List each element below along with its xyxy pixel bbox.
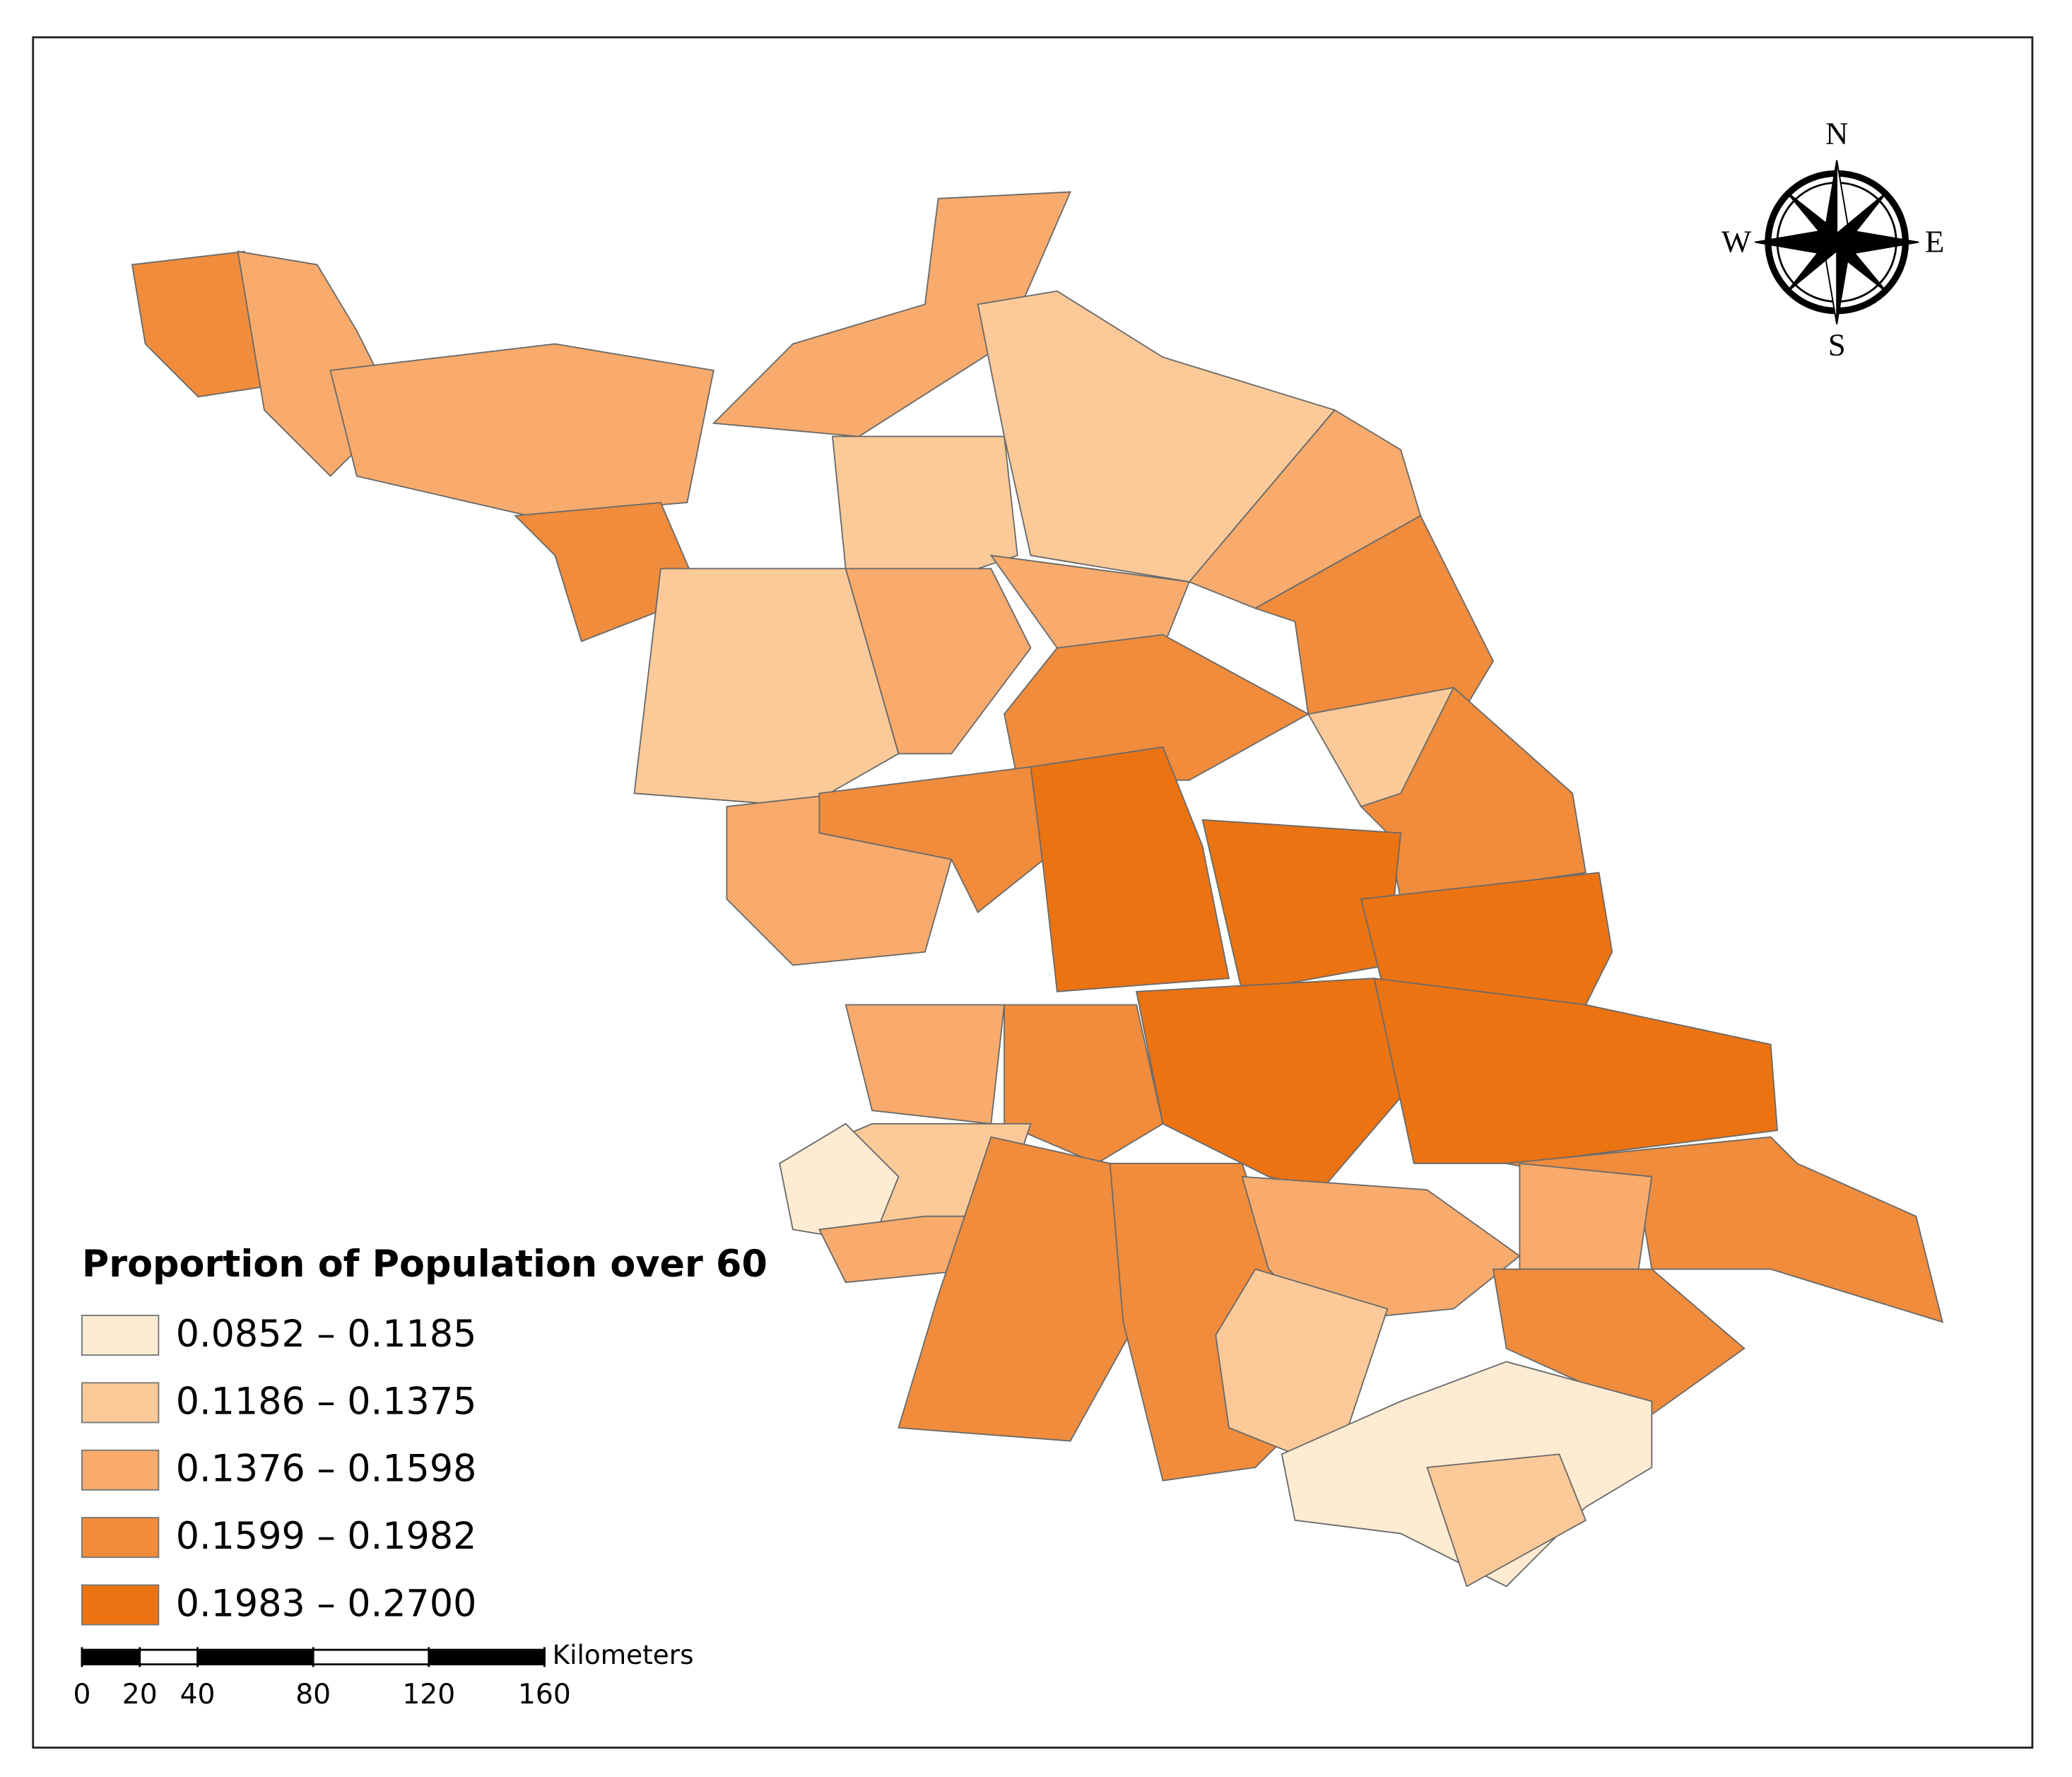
compass-e: E xyxy=(1925,224,1944,259)
region xyxy=(633,568,900,808)
region xyxy=(1492,1268,1746,1416)
legend-label: 0.0852 – 0.1185 xyxy=(176,1313,477,1356)
legend-label: 0.1186 – 0.1375 xyxy=(176,1380,477,1423)
scale-tick-label: 120 xyxy=(402,1679,455,1711)
region xyxy=(779,1122,900,1244)
region xyxy=(1003,1004,1164,1164)
legend-swatch xyxy=(81,1382,160,1424)
legend-swatch xyxy=(81,1584,160,1626)
region xyxy=(329,343,714,517)
regions xyxy=(131,191,1944,1588)
region xyxy=(1307,686,1455,808)
compass: N E S W xyxy=(1721,115,1944,362)
legend-swatch xyxy=(81,1517,160,1559)
scale-unit: Kilometers xyxy=(553,1639,694,1670)
region xyxy=(1519,1162,1653,1270)
region xyxy=(514,501,702,643)
legend-title: Proportion of Population over 60 xyxy=(82,1243,767,1286)
legend-label: 0.1983 – 0.2700 xyxy=(176,1582,477,1625)
compass-diagonal xyxy=(1786,191,1888,293)
scale-segment xyxy=(428,1650,545,1665)
scale-segment xyxy=(197,1650,314,1665)
legend-label: 0.1599 – 0.1982 xyxy=(176,1515,477,1558)
region xyxy=(1426,1453,1587,1588)
compass-s: S xyxy=(1828,327,1846,363)
scale-tick-label: 160 xyxy=(518,1679,571,1711)
scale-bar: 0 20 40 80 120 160 xyxy=(73,1647,571,1711)
legend-label: 0.1376 – 0.1598 xyxy=(176,1448,477,1491)
scale-segment xyxy=(81,1650,140,1665)
compass-n: N xyxy=(1825,115,1848,151)
legend-swatch xyxy=(81,1315,160,1356)
region xyxy=(832,435,1018,583)
scale-tick-label: 80 xyxy=(295,1679,331,1711)
region xyxy=(1030,746,1230,992)
compass-w: W xyxy=(1721,224,1752,259)
legend: 0.0852 – 0.1185 0.1186 – 0.1375 0.1376 – 0… xyxy=(81,1313,477,1626)
region xyxy=(844,568,1032,755)
scale-tick-label: 40 xyxy=(180,1679,216,1711)
legend-swatch xyxy=(81,1449,160,1491)
region xyxy=(1003,634,1310,781)
scale-tick-label: 20 xyxy=(122,1679,158,1711)
region xyxy=(712,191,1072,438)
scale-tick-label: 0 xyxy=(73,1679,90,1711)
region xyxy=(1373,978,1779,1164)
